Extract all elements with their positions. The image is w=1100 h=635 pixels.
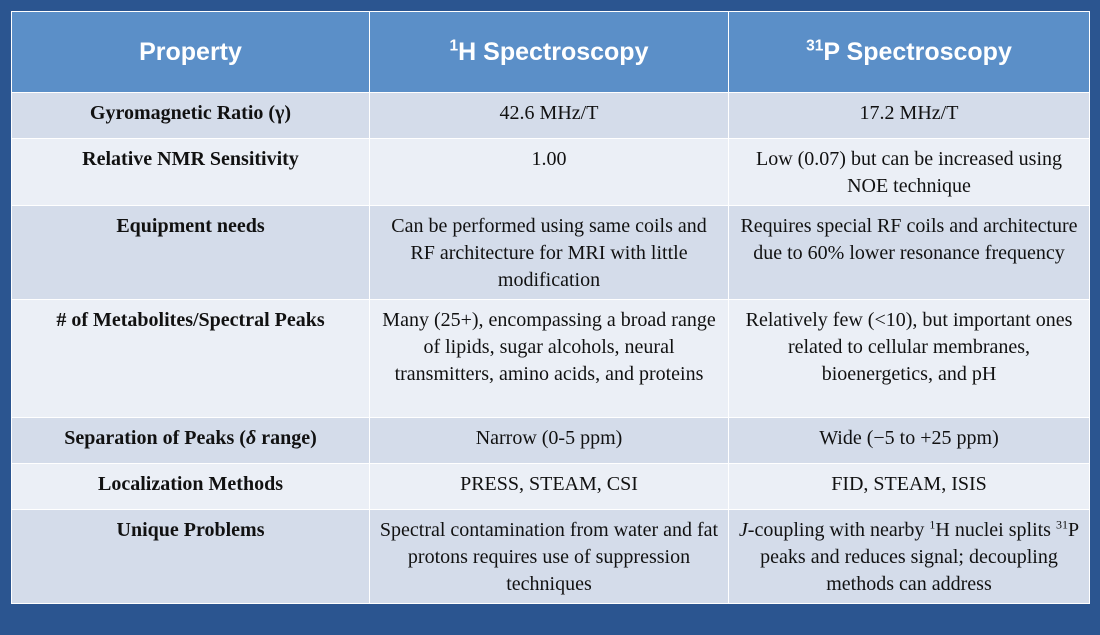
row-1h-cell: PRESS, STEAM, CSI — [369, 463, 729, 510]
table-header-row: Property 1H Spectroscopy 31P Spectroscop… — [11, 11, 1090, 93]
header-1h-superscript: 1 — [449, 37, 459, 55]
header-31p-label: P Spectroscopy — [823, 37, 1012, 66]
row-property-cell: Unique Problems — [11, 509, 370, 604]
row-31p-cell: Relatively few (<10), but important ones… — [728, 299, 1090, 418]
row-property-cell: Localization Methods — [11, 463, 370, 510]
row-1h-cell: Spectral contamination from water and fa… — [369, 509, 729, 604]
header-1h-spectroscopy: 1H Spectroscopy — [369, 11, 729, 93]
row-property-cell: Relative NMR Sensitivity — [11, 138, 370, 206]
j-italic: J — [738, 519, 748, 541]
header-31p-spectroscopy: 31P Spectroscopy — [728, 11, 1090, 93]
row-1h-cell: 1.00 — [369, 138, 729, 206]
header-1h-label: H Spectroscopy — [458, 37, 649, 66]
table-row: Localization Methods PRESS, STEAM, CSI F… — [11, 463, 1090, 510]
text-part: P peaks and reduces signal; decoupling m… — [760, 519, 1080, 595]
text-part: -coupling with nearby — [747, 519, 930, 541]
row-1h-cell: 42.6 MHz/T — [369, 92, 729, 139]
table-row: # of Metabolites/Spectral Peaks Many (25… — [11, 299, 1090, 418]
table-row: Relative NMR Sensitivity 1.00 Low (0.07)… — [11, 138, 1090, 206]
header-property-label: Property — [139, 37, 242, 66]
row-31p-cell: FID, STEAM, ISIS — [728, 463, 1090, 510]
header-property: Property — [11, 11, 370, 93]
superscript-31: 31 — [1055, 517, 1068, 532]
table-row: Separation of Peaks (δ range) Narrow (0-… — [11, 417, 1090, 464]
header-31p-superscript: 31 — [806, 37, 824, 55]
table-row: Equipment needs Can be performed using s… — [11, 205, 1090, 300]
row-1h-cell: Many (25+), encompassing a broad range o… — [369, 299, 729, 418]
table-row: Gyromagnetic Ratio (γ) 42.6 MHz/T 17.2 M… — [11, 92, 1090, 139]
row-property-cell: Separation of Peaks (δ range) — [11, 417, 370, 464]
comparison-table-frame: Property 1H Spectroscopy 31P Spectroscop… — [11, 11, 1090, 625]
text-part: H nuclei splits — [935, 519, 1056, 541]
row-property-cell: Equipment needs — [11, 205, 370, 300]
delta-symbol: δ — [245, 427, 257, 449]
row-property-cell: # of Metabolites/Spectral Peaks — [11, 299, 370, 418]
row-31p-cell: Low (0.07) but can be increased using NO… — [728, 138, 1090, 206]
property-prefix: Separation of Peaks ( — [64, 427, 246, 449]
spectroscopy-comparison-table: Property 1H Spectroscopy 31P Spectroscop… — [11, 11, 1090, 604]
property-suffix: range) — [256, 427, 317, 449]
row-31p-cell: Wide (−5 to +25 ppm) — [728, 417, 1090, 464]
row-1h-cell: Can be performed using same coils and RF… — [369, 205, 729, 300]
superscript-1: 1 — [929, 517, 936, 532]
row-31p-cell: J-coupling with nearby 1H nuclei splits … — [728, 509, 1090, 604]
row-1h-cell: Narrow (0-5 ppm) — [369, 417, 729, 464]
row-31p-cell: 17.2 MHz/T — [728, 92, 1090, 139]
table-row: Unique Problems Spectral contamination f… — [11, 509, 1090, 604]
row-property-cell: Gyromagnetic Ratio (γ) — [11, 92, 370, 139]
row-31p-cell: Requires special RF coils and architectu… — [728, 205, 1090, 300]
